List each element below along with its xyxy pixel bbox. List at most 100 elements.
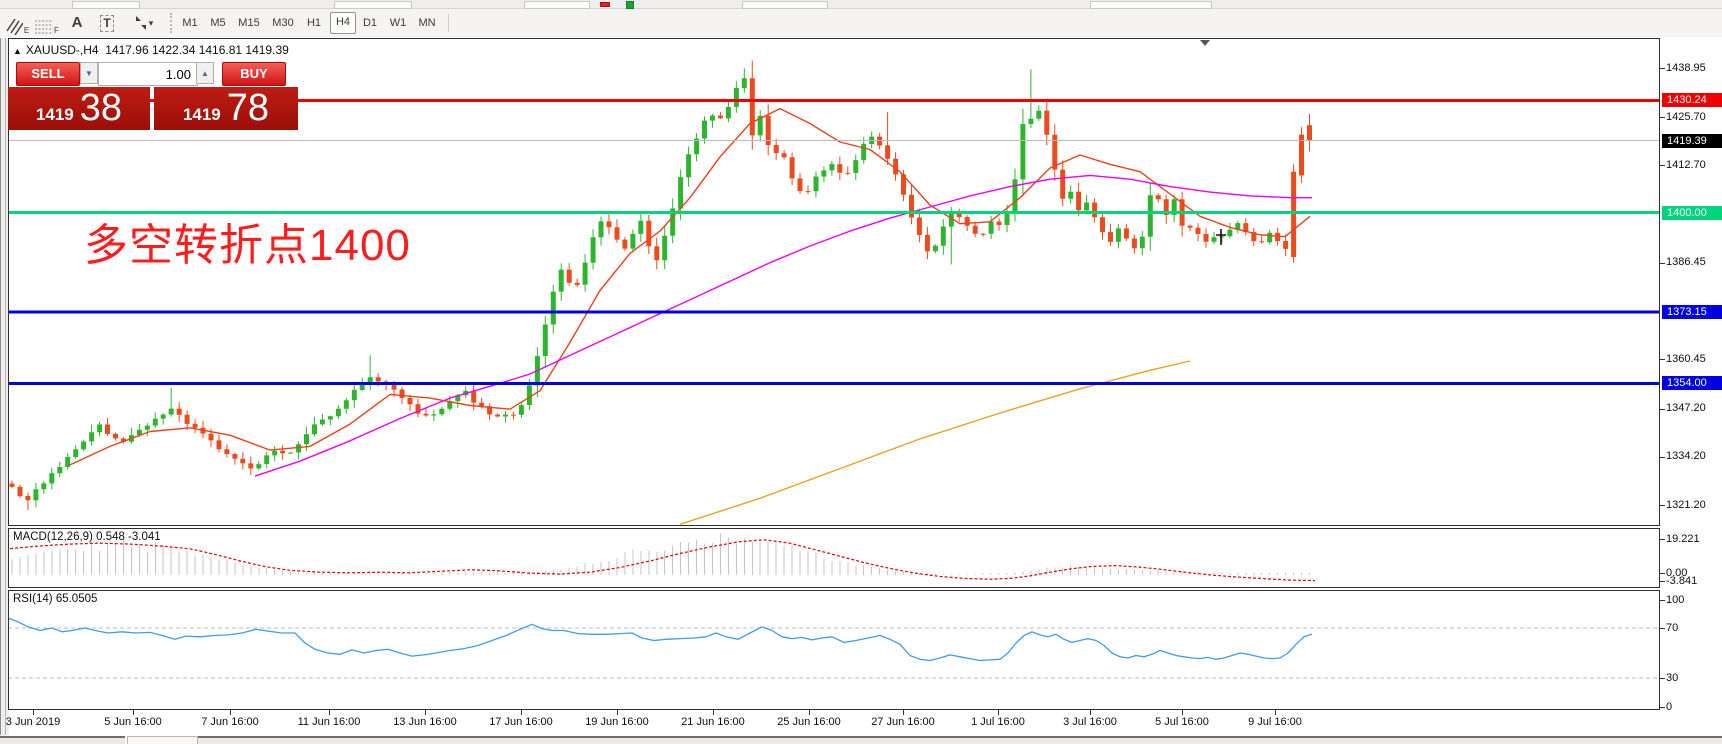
price-tick-label: 1321.20: [1666, 498, 1706, 511]
time-tick-mark: [713, 710, 714, 715]
toolbar-drag-handle[interactable]: [170, 13, 175, 33]
rsi-pane[interactable]: [8, 590, 1660, 710]
time-tick-mark: [809, 710, 810, 715]
timeframe-h1[interactable]: H1: [306, 17, 322, 29]
cropped-widget: [72, 1, 140, 9]
macd-pane-frame: [8, 528, 1660, 588]
timeframe-m5[interactable]: M5: [210, 17, 226, 29]
time-axis-label: 27 Jun 16:00: [871, 716, 935, 728]
text-icon[interactable]: A: [64, 11, 90, 35]
rsi-tick-mark: [1660, 600, 1665, 601]
icon-subscript: F: [54, 26, 59, 35]
cropped-panel-segment: [198, 736, 1722, 744]
bear-candle-bodies: [9, 78, 1312, 501]
macd-axis-label: -3.841: [1666, 574, 1698, 587]
rsi-axis-label: 0: [1666, 700, 1673, 713]
timeframe-h4[interactable]: H4: [330, 12, 356, 34]
time-tick-mark: [1182, 710, 1183, 715]
price-level-label: 1400.00: [1662, 205, 1722, 220]
timeframe-m30[interactable]: M30: [272, 17, 294, 29]
fibonacci-retracement-icon[interactable]: F: [34, 11, 60, 35]
sell-price-prefix: 1419: [35, 105, 74, 124]
timeframe-w1[interactable]: W1: [389, 17, 407, 29]
macd-tick-mark: [1660, 581, 1665, 582]
time-axis-label: 3 Jul 16:00: [1063, 716, 1117, 728]
time-axis-label: 9 Jul 16:00: [1248, 716, 1302, 728]
time-axis-label: 11 Jun 16:00: [297, 716, 361, 728]
text-label-glyph: T: [100, 14, 114, 32]
text-label-icon[interactable]: T: [94, 11, 120, 35]
ma-medium-line: [254, 174, 1312, 477]
sell-button[interactable]: SELL: [16, 62, 80, 86]
ohlc-readout: 1417.96 1422.34 1416.81 1419.39: [105, 43, 289, 57]
price-tick-mark: [1660, 263, 1665, 264]
arrow-objects-icon[interactable]: ▾: [126, 11, 160, 35]
macd-axis-label: 19.221: [1666, 532, 1700, 545]
cropped-widget: [334, 1, 412, 9]
price-level-label: 1419.39: [1662, 133, 1722, 148]
time-axis-label: 19 Jun 16:00: [585, 716, 649, 728]
macd-tick-mark: [1660, 539, 1665, 540]
cross-marker-icon: [1216, 229, 1226, 245]
main-chart-pane[interactable]: [8, 38, 1660, 526]
cropped-bottom-panel: [0, 736, 1722, 744]
chart-title: ▲ XAUUSD-,H4 1417.96 1422.34 1416.81 1419…: [13, 43, 289, 57]
volume-decrease-button[interactable]: ▼: [80, 62, 98, 84]
time-tick-mark: [1090, 710, 1091, 715]
rsi-axis-label: 30: [1666, 671, 1679, 684]
macd-axis-label: 0.00: [1666, 566, 1688, 579]
toolbar: E F A T ▾ M1 M5 M15 M30 H1 H4 D1 W1 MN: [0, 9, 1722, 37]
time-axis-label: 1 Jul 16:00: [971, 716, 1025, 728]
main-pane-frame: [8, 38, 1660, 526]
rsi-label: RSI(14) 65.0505: [13, 593, 98, 605]
macd-tick-mark: [1660, 573, 1665, 574]
macd-signal-line: [9, 539, 1316, 582]
price-tick-mark: [1660, 117, 1665, 118]
time-tick-mark: [1275, 710, 1276, 715]
symbol-marker-icon: ▲: [13, 46, 22, 56]
macd-histogram: [11, 532, 1310, 575]
ma-slow-line: [679, 360, 1191, 525]
icon-subscript: E: [23, 26, 30, 35]
price-tick-label: 1438.95: [1666, 61, 1706, 74]
time-tick-mark: [617, 710, 618, 715]
price-level-label: 1373.15: [1662, 305, 1722, 320]
cropped-minus-icon: [600, 2, 610, 7]
cropped-toolbar-row: [0, 0, 1722, 9]
time-axis-label: 5 Jul 16:00: [1155, 716, 1209, 728]
toolbar-separator: [448, 14, 449, 32]
time-tick-mark: [230, 710, 231, 715]
rsi-pane-frame: [8, 590, 1660, 710]
time-axis-label: 13 Jun 16:00: [393, 716, 457, 728]
cropped-panel-tab: [127, 736, 198, 744]
timeframe-m15[interactable]: M15: [238, 17, 260, 29]
window-left-border: [0, 38, 9, 735]
equidistant-channel-icon[interactable]: E: [4, 11, 30, 35]
rsi-axis-label: 100: [1666, 593, 1685, 606]
timeframe-mn[interactable]: MN: [418, 17, 436, 29]
price-tick-label: 1360.45: [1666, 352, 1706, 365]
price-level-label: 1354.00: [1662, 376, 1722, 391]
buy-price-box[interactable]: 1419 78: [154, 87, 298, 130]
chart-annotation-text[interactable]: 多空转折点1400: [84, 221, 411, 270]
timeframe-d1[interactable]: D1: [362, 17, 378, 29]
time-tick-mark: [998, 710, 999, 715]
time-tick-mark: [903, 710, 904, 715]
price-tick-label: 1386.45: [1666, 256, 1706, 269]
buy-button[interactable]: BUY: [222, 62, 286, 86]
volume-input[interactable]: [98, 62, 198, 86]
volume-increase-button[interactable]: ▲: [196, 62, 214, 84]
price-tick-mark: [1660, 505, 1665, 506]
time-axis-label: 7 Jun 16:00: [201, 716, 259, 728]
price-tick-label: 1412.70: [1666, 158, 1706, 171]
cropped-green-icon: [626, 1, 634, 9]
cropped-widget: [742, 1, 828, 9]
timeframe-m1[interactable]: M1: [182, 17, 198, 29]
time-axis-label: 5 Jun 16:00: [104, 716, 162, 728]
time-tick-mark: [133, 710, 134, 715]
price-tick-mark: [1660, 409, 1665, 410]
sell-price-box[interactable]: 1419 38: [8, 87, 150, 130]
price-level-label: 1430.24: [1662, 93, 1722, 108]
price-tick-mark: [1660, 165, 1665, 166]
macd-pane[interactable]: [8, 528, 1660, 588]
